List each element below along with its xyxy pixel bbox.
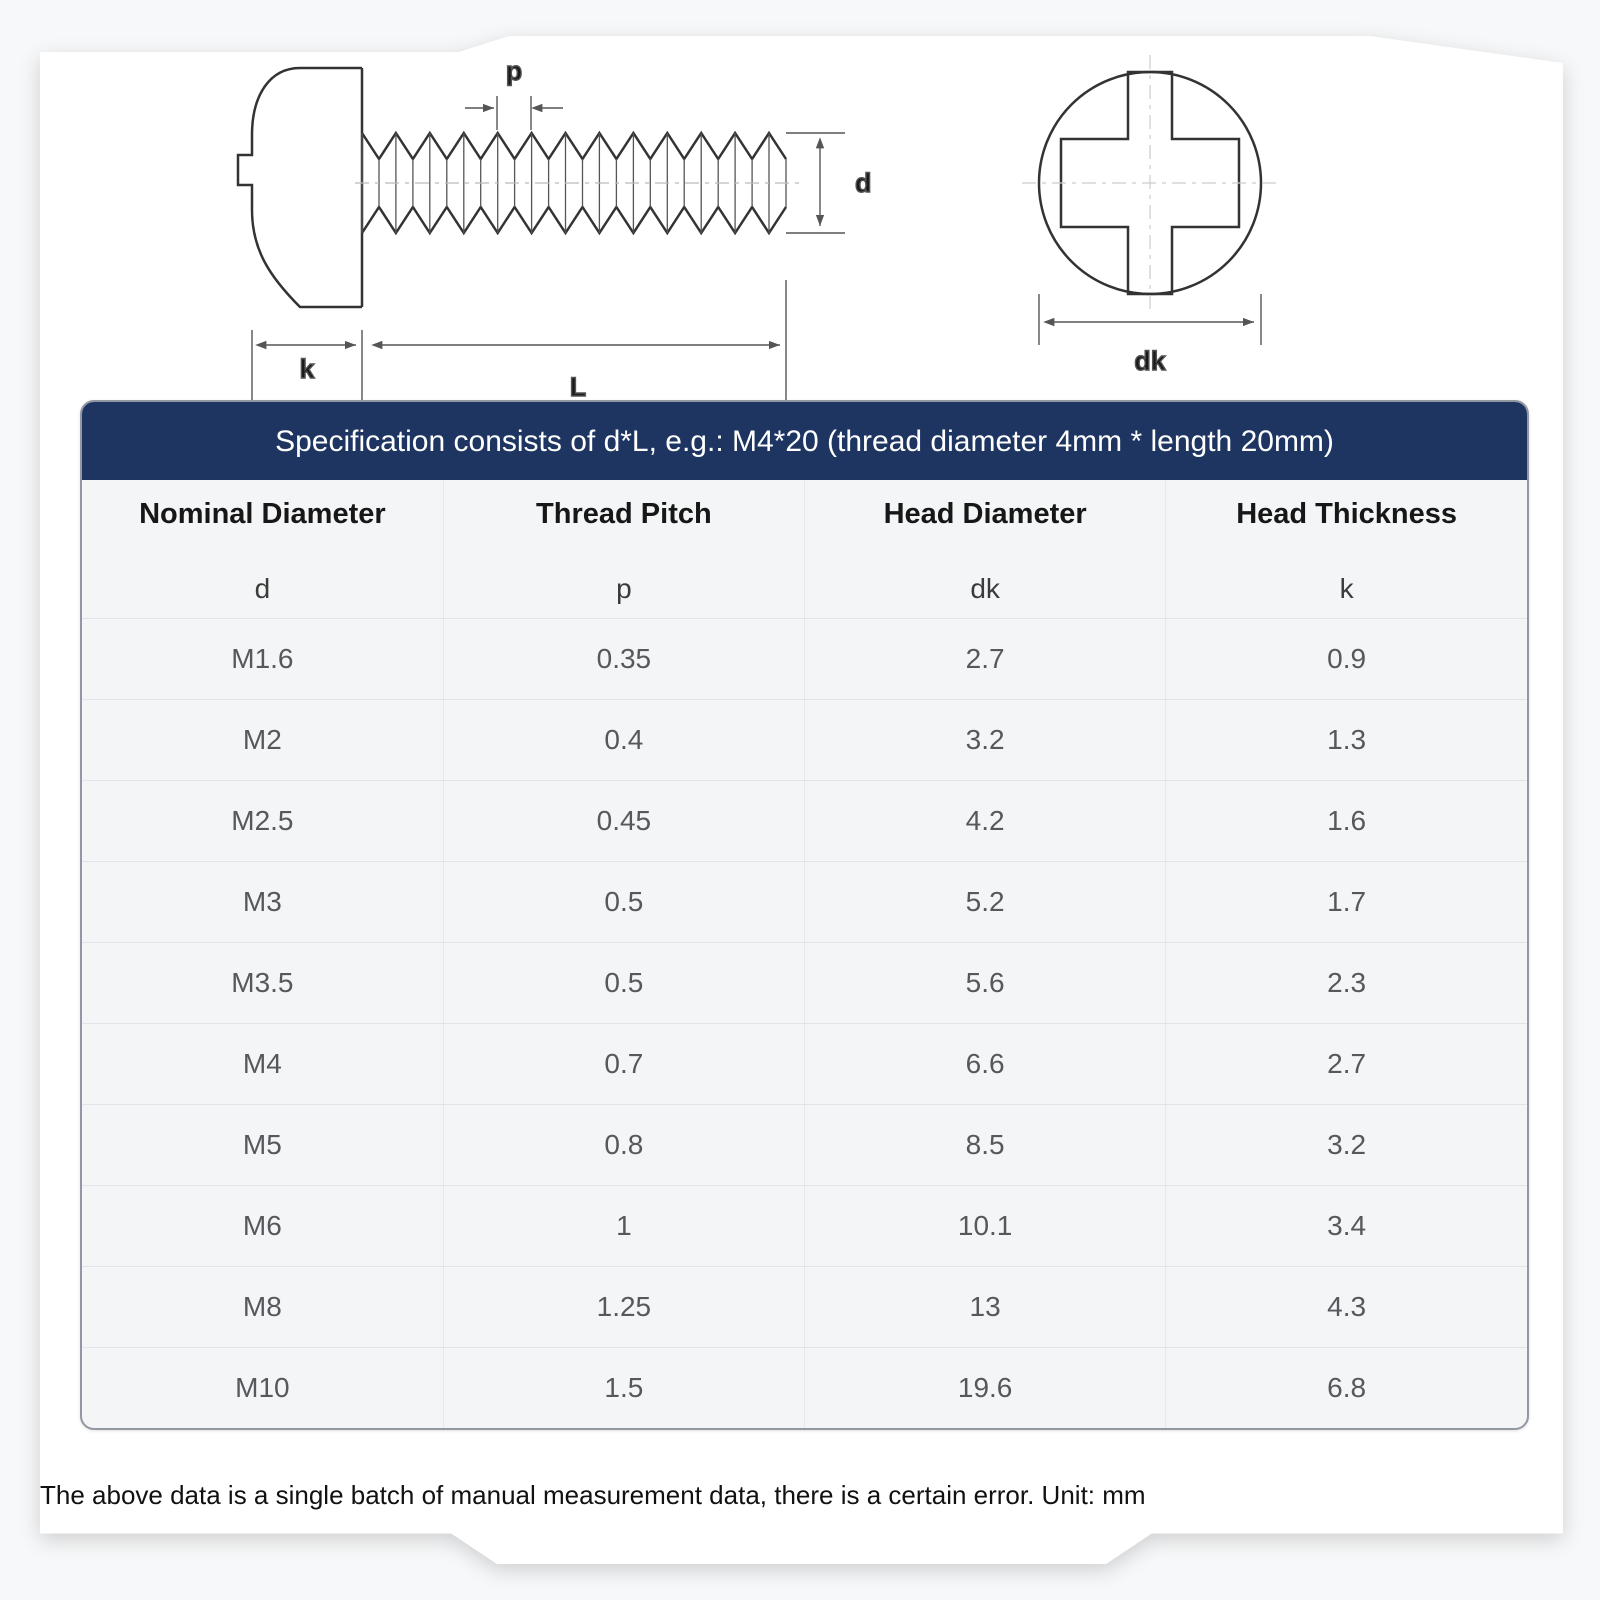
svg-text:k: k <box>299 354 315 384</box>
svg-text:d: d <box>855 168 872 198</box>
svg-text:dk: dk <box>1134 346 1166 376</box>
svg-text:p: p <box>506 56 523 86</box>
svg-text:L: L <box>570 372 587 400</box>
